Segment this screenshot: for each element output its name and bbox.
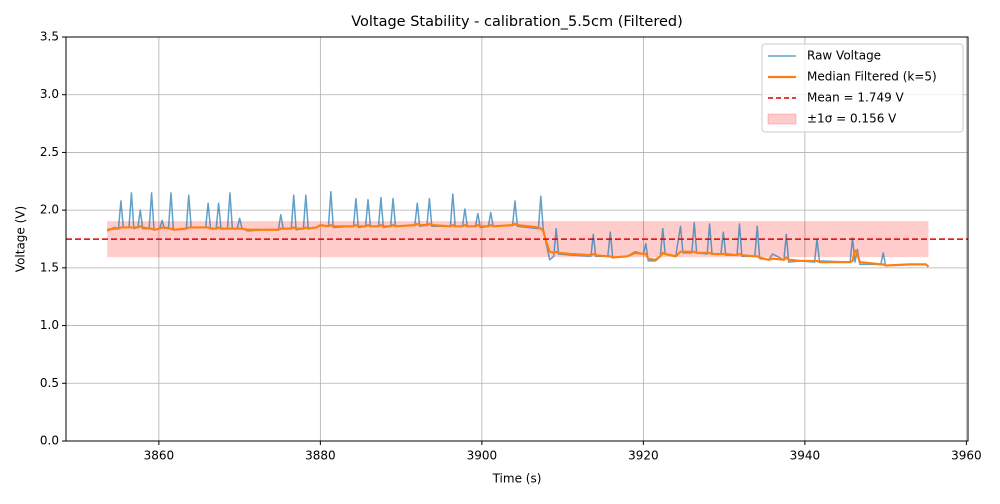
series-line: [107, 222, 930, 268]
plot-frame: [65, 36, 969, 442]
x-tick-label: 3940: [790, 449, 821, 463]
x-tick-label: 3900: [467, 449, 498, 463]
legend-box: [761, 43, 964, 133]
y-tick-label: 0.5: [40, 376, 59, 390]
y-tick-label: 1.5: [40, 260, 59, 274]
y-tick-label: 3.5: [40, 30, 59, 44]
y-tick-label: 2.5: [40, 145, 59, 159]
legend-label: Raw Voltage: [807, 49, 881, 63]
y-axis-label: Voltage (V): [14, 206, 28, 272]
x-tick-label: 3960: [951, 449, 982, 463]
legend-label: Mean = 1.749 V: [807, 91, 905, 105]
y-tick-label: 2.0: [40, 203, 59, 217]
x-tick-label: 3880: [305, 449, 336, 463]
series-line: [106, 190, 929, 268]
y-tick-label: 3.0: [40, 87, 59, 101]
y-tick-label: 0.0: [40, 434, 59, 448]
legend-swatch: [767, 113, 797, 125]
legend-label: ±1σ = 0.156 V: [807, 112, 897, 126]
x-tick-label: 3920: [628, 449, 659, 463]
x-tick-label: 3860: [144, 449, 175, 463]
x-axis-label: Time (s): [492, 472, 542, 486]
legend-label: Median Filtered (k=5): [807, 70, 937, 84]
y-tick-label: 1.0: [40, 318, 59, 332]
chart-title: Voltage Stability - calibration_5.5cm (F…: [351, 14, 683, 30]
